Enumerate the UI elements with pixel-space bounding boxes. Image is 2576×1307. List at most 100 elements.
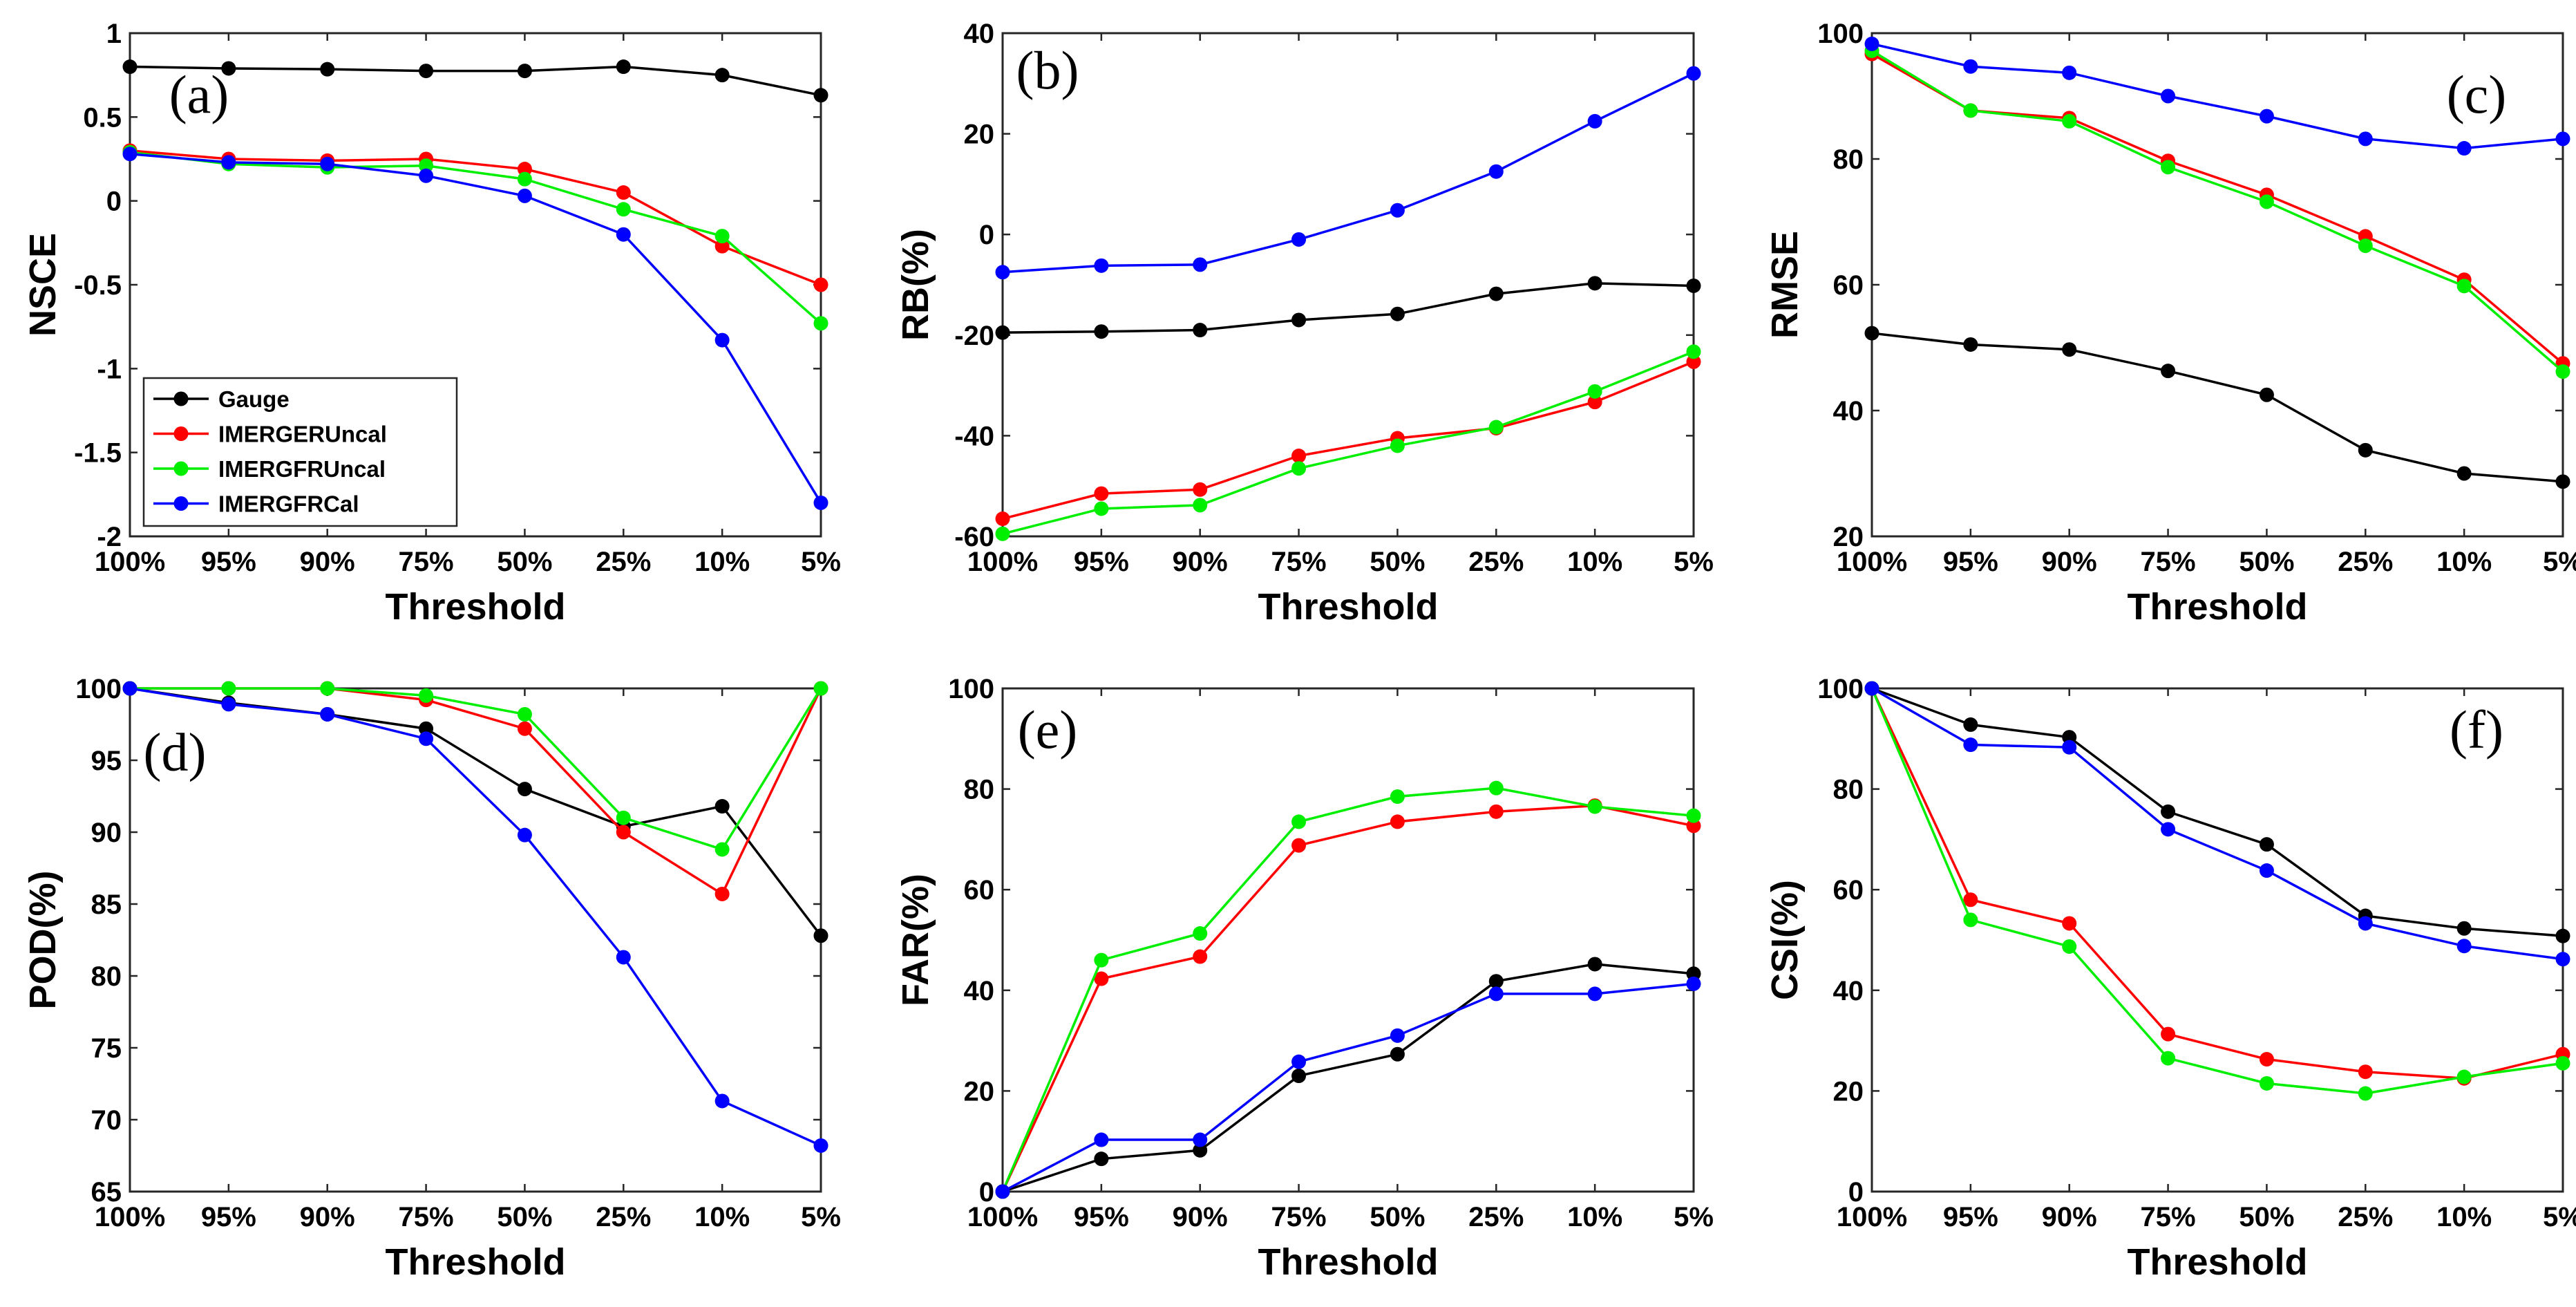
y-tick-label: 20 <box>964 120 995 150</box>
data-point-imergfruncal <box>813 316 828 331</box>
legend: Gauge IMERGERUncal IMERGFRUncal IMERGFRCal <box>142 377 458 527</box>
data-point-imergfruncal <box>1390 438 1405 453</box>
y-tick-label: 0 <box>1848 1177 1864 1207</box>
data-point-imergfruncal <box>320 681 335 696</box>
series-line-imergfrcal <box>129 687 822 1147</box>
y-tick-label: 40 <box>964 19 995 49</box>
x-tick-label: 90% <box>300 1202 355 1232</box>
legend-marker <box>173 426 189 441</box>
data-point-imergfruncal <box>1193 498 1208 513</box>
data-point-gauge <box>419 721 434 736</box>
y-tick-label: 70 <box>91 1105 122 1136</box>
data-point-imergeruncal <box>1094 971 1109 986</box>
data-point-imergfrcal <box>1587 113 1602 129</box>
data-point-imergfruncal <box>1587 384 1602 399</box>
data-point-imergfrcal <box>517 827 532 843</box>
x-axis-label: Threshold <box>1258 586 1438 628</box>
data-point-imergfruncal <box>2161 160 2176 175</box>
x-tick-label: 5% <box>2543 547 2576 577</box>
y-tick-label: 65 <box>91 1177 122 1207</box>
data-point-imergfruncal <box>2259 194 2274 209</box>
series-line-imergfruncal <box>1871 688 2564 1095</box>
x-tick-label: 10% <box>1567 547 1622 577</box>
x-tick-label: 50% <box>2239 1202 2294 1232</box>
x-tick-label: 10% <box>1567 1202 1622 1232</box>
y-axis-label: FAR(%) <box>895 874 936 1006</box>
y-tick-label: 0 <box>979 1177 994 1207</box>
data-point-imergfrcal <box>813 1138 828 1153</box>
plot-area <box>129 687 822 1193</box>
x-tick-label: 5% <box>2543 1202 2576 1232</box>
series-line-imergfrcal <box>1871 687 2564 961</box>
x-tick-label: 75% <box>399 1202 454 1232</box>
data-point-gauge <box>714 799 730 814</box>
y-tick-label: 20 <box>1833 522 1864 552</box>
data-point-gauge <box>2259 387 2274 402</box>
y-tick-label: 20 <box>1833 1076 1864 1107</box>
data-point-gauge <box>2259 837 2274 852</box>
x-tick-label: 25% <box>2338 547 2393 577</box>
series-line-imergeruncal <box>129 149 822 286</box>
data-point-imergfrcal <box>1291 232 1307 247</box>
x-tick-label: 90% <box>2042 547 2097 577</box>
data-point-imergeruncal <box>1193 482 1208 497</box>
series-line-imergfruncal <box>129 151 822 325</box>
data-point-gauge <box>2555 474 2570 489</box>
x-tick-label: 95% <box>1943 1202 1998 1232</box>
x-tick-label: 50% <box>2239 547 2294 577</box>
series-line-gauge <box>1871 687 2564 937</box>
data-point-gauge <box>1686 966 1701 981</box>
data-point-imergfruncal <box>1963 103 1978 118</box>
x-tick-label: 5% <box>1674 547 1714 577</box>
data-point-imergeruncal <box>2358 1064 2373 1080</box>
data-point-imergfrcal <box>2456 939 2472 954</box>
data-point-imergeruncal <box>1686 818 1701 834</box>
data-point-imergeruncal <box>1390 814 1405 829</box>
data-point-imergfruncal <box>2062 939 2077 954</box>
x-tick-label: 100% <box>967 1202 1038 1232</box>
series-line-gauge <box>1871 332 2564 483</box>
data-point-imergfruncal <box>714 842 730 857</box>
panel-d: 100% 95% 90% 75% 50% 25% 10% 5% 65 70 75 80 85 90 95 10… <box>22 674 841 1283</box>
y-tick-label: 40 <box>1833 976 1864 1006</box>
data-point-imergfruncal <box>2358 1086 2373 1101</box>
data-point-gauge <box>221 61 236 76</box>
x-tick-label: 75% <box>1271 1202 1327 1232</box>
series-line-imergeruncal <box>1002 360 1694 520</box>
panel-label: (d) <box>144 722 207 782</box>
series-line-imergfrcal <box>1002 72 1694 274</box>
data-point-imergfrcal <box>1291 1054 1307 1069</box>
y-axis-label: POD(%) <box>22 871 64 1010</box>
data-point-imergeruncal <box>714 238 730 254</box>
plot-area <box>1871 687 2564 1193</box>
data-point-gauge <box>2358 442 2373 458</box>
x-tick-label: 25% <box>596 1202 651 1232</box>
y-tick-label: 20 <box>964 1076 995 1107</box>
y-tick-label: 100 <box>1817 674 1864 704</box>
series-line-imergfruncal <box>1871 49 2564 373</box>
data-point-gauge <box>1291 312 1307 328</box>
data-point-imergfruncal <box>2456 279 2472 294</box>
x-axis-label: Threshold <box>385 586 565 628</box>
y-tick-label: -2 <box>97 522 122 552</box>
panel-f: 100% 95% 90% 75% 50% 25% 10% 5% 0 20 40 60 80 100 Thre… <box>1764 674 2576 1283</box>
series-line-imergfruncal <box>130 687 822 852</box>
x-tick-label: 10% <box>694 547 750 577</box>
data-point-imergfruncal <box>1488 780 1504 796</box>
data-point-imergfrcal <box>2259 109 2274 124</box>
x-tick-label: 95% <box>1943 547 1998 577</box>
x-tick-label: 50% <box>497 547 552 577</box>
y-tick-label: 40 <box>964 976 995 1006</box>
data-point-imergfrcal <box>616 227 631 242</box>
data-point-gauge <box>1488 286 1504 301</box>
data-point-imergeruncal <box>1587 395 1602 410</box>
data-point-imergfrcal <box>1094 1132 1109 1147</box>
y-tick-label: 0.5 <box>83 102 122 133</box>
panel-c: 100% 95% 90% 75% 50% 25% 10% 5% 20 40 60 80 100 Thres… <box>1764 19 2576 628</box>
data-point-imergfrcal <box>1587 986 1602 1002</box>
data-point-gauge <box>419 64 434 79</box>
series-line-imergfrcal <box>1002 982 1694 1193</box>
data-point-imergfruncal <box>2456 1069 2472 1084</box>
data-point-gauge <box>2456 921 2472 936</box>
y-tick-label: -60 <box>954 522 994 552</box>
